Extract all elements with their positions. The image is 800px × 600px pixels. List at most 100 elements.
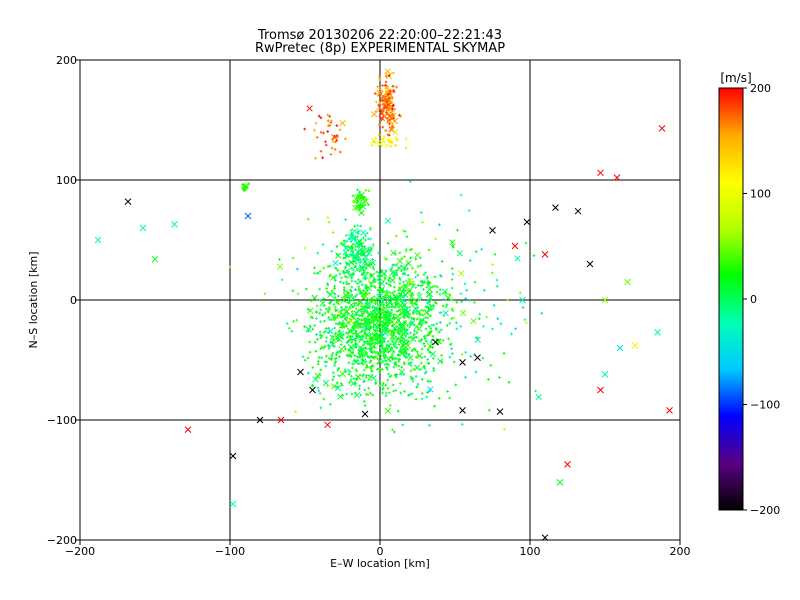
- data-point-small: [414, 310, 418, 314]
- data-point-small: [359, 335, 363, 339]
- data-point-small: [351, 305, 354, 309]
- data-point-large: [389, 277, 396, 284]
- data-point-small: [308, 340, 312, 344]
- data-point-small: [438, 292, 442, 296]
- data-point-small: [342, 239, 346, 243]
- data-point-small: [326, 283, 330, 287]
- data-point-small: [325, 287, 329, 290]
- data-point-small: [337, 374, 341, 377]
- data-point-small: [393, 331, 396, 334]
- data-point-small: [317, 114, 321, 118]
- data-point-small: [361, 324, 364, 327]
- data-point-large: [324, 421, 331, 429]
- data-point-small: [411, 285, 414, 289]
- data-point-small: [374, 110, 378, 113]
- data-point-small: [335, 337, 338, 341]
- data-point-small: [381, 347, 385, 351]
- data-point-small: [474, 250, 478, 253]
- data-point-small: [356, 200, 359, 204]
- data-point-small: [361, 314, 364, 318]
- data-point-small: [412, 333, 416, 337]
- data-point-small: [403, 390, 406, 393]
- data-point-small: [338, 272, 342, 276]
- data-point-large: [601, 296, 609, 304]
- data-point-small: [378, 371, 381, 374]
- data-point-small: [387, 330, 390, 334]
- data-point-small: [245, 185, 249, 189]
- data-point-small: [358, 292, 362, 295]
- data-point-small: [309, 315, 313, 319]
- data-point-small: [358, 387, 361, 391]
- data-point-small: [427, 362, 430, 365]
- data-point-small: [408, 180, 412, 183]
- data-point-small: [420, 397, 424, 401]
- data-point-small: [363, 260, 366, 264]
- data-point-small: [386, 119, 390, 122]
- data-point-small: [337, 367, 340, 370]
- data-point-small: [243, 183, 247, 187]
- data-point-small: [354, 245, 358, 249]
- data-point-small: [326, 119, 330, 123]
- data-point-small: [407, 362, 411, 366]
- data-point-small: [349, 240, 353, 243]
- data-point-small: [355, 369, 359, 373]
- data-point-large: [344, 261, 351, 268]
- data-point-small: [429, 380, 432, 383]
- data-point-small: [336, 269, 340, 272]
- data-point-small: [360, 294, 364, 298]
- data-point-small: [331, 231, 335, 234]
- data-point-small: [392, 341, 395, 344]
- data-point-small: [409, 369, 413, 373]
- data-point-small: [391, 107, 394, 111]
- data-point-small: [315, 310, 318, 313]
- data-point-small: [291, 256, 295, 260]
- data-point-small: [366, 355, 370, 358]
- data-point-large: [384, 68, 391, 75]
- data-point-small: [441, 304, 445, 308]
- data-point-small: [521, 306, 525, 309]
- data-point-small: [400, 300, 404, 304]
- data-point-small: [435, 290, 439, 294]
- data-point-small: [404, 320, 407, 323]
- data-point-small: [436, 285, 439, 289]
- data-point-small: [428, 299, 431, 303]
- data-point-large: [338, 345, 345, 353]
- data-point-small: [384, 347, 388, 350]
- data-point-small: [412, 318, 415, 321]
- data-point-small: [377, 123, 381, 126]
- data-point-large: [414, 252, 421, 259]
- data-point-small: [357, 303, 360, 306]
- data-point-small: [304, 287, 308, 291]
- data-point-small: [333, 279, 337, 282]
- data-point-small: [331, 140, 335, 144]
- data-point-large: [416, 293, 423, 300]
- data-point-small: [386, 133, 390, 137]
- data-point-small: [387, 74, 391, 77]
- data-point-small: [330, 356, 334, 360]
- data-point-small: [384, 86, 388, 90]
- data-point-large: [314, 372, 321, 379]
- data-point-small: [344, 275, 348, 279]
- data-point-small: [404, 250, 408, 253]
- data-point-small: [329, 121, 333, 125]
- data-point-small: [366, 311, 369, 314]
- data-point-small: [310, 299, 313, 303]
- data-point-small: [374, 382, 378, 385]
- data-point-small: [356, 326, 360, 329]
- data-point-small: [438, 223, 441, 227]
- data-point-small: [419, 211, 423, 214]
- data-point-small: [354, 261, 358, 265]
- data-point-small: [318, 311, 321, 315]
- data-point-small: [393, 114, 396, 118]
- data-point-small: [435, 328, 438, 332]
- data-point-small: [364, 325, 368, 329]
- data-point-small: [333, 134, 336, 138]
- data-point-small: [332, 345, 335, 348]
- data-point-small: [406, 341, 409, 345]
- data-point-small: [525, 321, 528, 325]
- data-point-small: [423, 344, 427, 348]
- data-point-small: [395, 234, 398, 238]
- data-point-large: [470, 317, 477, 325]
- data-point-small: [319, 308, 322, 312]
- data-point-small: [347, 373, 351, 376]
